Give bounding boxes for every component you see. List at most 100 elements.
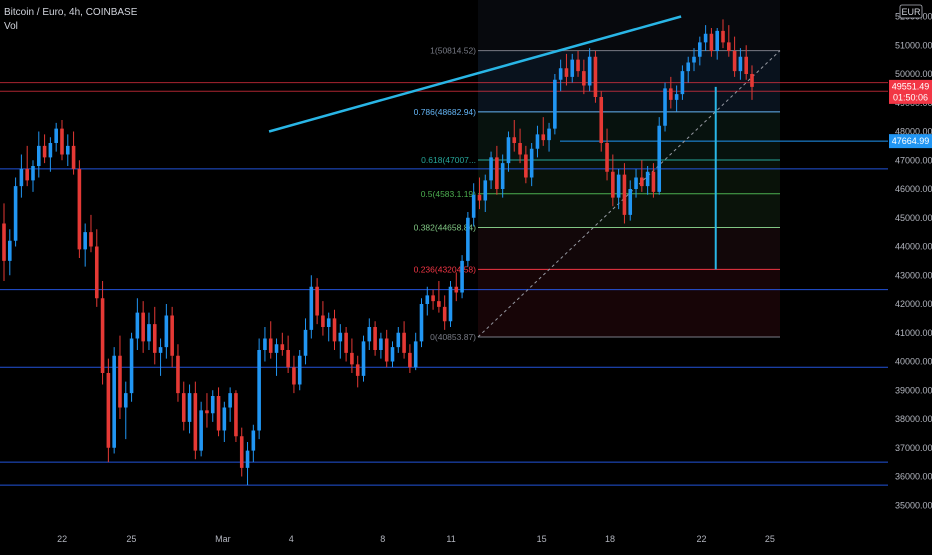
candle-body bbox=[605, 143, 609, 172]
candle-body bbox=[19, 168, 24, 187]
candle-body bbox=[692, 56, 696, 63]
time-tick-label: 22 bbox=[57, 534, 67, 544]
candle-body bbox=[60, 128, 64, 155]
price-tick-label: 44000.00 bbox=[895, 242, 932, 252]
candle-body bbox=[524, 154, 528, 178]
candle-body bbox=[680, 71, 685, 95]
candle-body bbox=[564, 68, 569, 77]
candle-body bbox=[663, 88, 667, 126]
candle-body bbox=[350, 352, 354, 365]
candle-body bbox=[13, 186, 18, 241]
candle-body bbox=[25, 168, 29, 181]
candle-body bbox=[106, 373, 111, 448]
candle-body bbox=[83, 232, 87, 250]
candle-body bbox=[263, 338, 267, 350]
candle-body bbox=[193, 393, 198, 451]
candle-body bbox=[634, 177, 638, 189]
candle-body bbox=[135, 312, 140, 339]
candle-body bbox=[326, 318, 331, 327]
candle-body bbox=[280, 344, 285, 350]
symbol-title[interactable]: Bitcoin / Euro, 4h, COINBASE bbox=[4, 7, 138, 18]
candle-body bbox=[94, 246, 99, 299]
candle-body bbox=[205, 410, 209, 414]
candle-body bbox=[77, 168, 82, 250]
candle-body bbox=[2, 223, 6, 261]
candle-body bbox=[228, 393, 232, 408]
candle-body bbox=[286, 350, 290, 368]
last-price-tag bbox=[889, 79, 932, 104]
trendline[interactable] bbox=[268, 15, 682, 133]
candle-body bbox=[257, 350, 261, 431]
candle-body bbox=[112, 355, 116, 448]
candle-body bbox=[89, 232, 93, 247]
fib-level-label: 0.618(47007... bbox=[421, 155, 476, 165]
fib-level-label: 0(40853.87) bbox=[430, 332, 476, 342]
candle-body bbox=[54, 128, 58, 143]
candle-body bbox=[158, 347, 163, 353]
candle-body bbox=[466, 217, 470, 261]
candle-body bbox=[454, 286, 459, 293]
candle-body bbox=[460, 260, 464, 293]
price-tick-label: 40000.00 bbox=[895, 357, 932, 367]
candle-body bbox=[309, 286, 314, 330]
candle-body bbox=[48, 143, 53, 158]
drawing-overlays[interactable] bbox=[268, 15, 717, 270]
candle-body bbox=[622, 174, 627, 215]
candle-body bbox=[651, 171, 656, 192]
candle-body bbox=[234, 393, 238, 437]
candle-body bbox=[315, 286, 319, 316]
price-tick-label: 47000.00 bbox=[895, 155, 932, 165]
time-axis[interactable]: 22 25 Mar 4 8 11 15 18 22 25 bbox=[0, 530, 932, 550]
candle-body bbox=[303, 329, 308, 356]
candle-body bbox=[321, 315, 325, 327]
time-tick-label: 4 bbox=[289, 534, 294, 544]
candle-body bbox=[141, 312, 145, 342]
candle-body bbox=[344, 332, 348, 353]
candle-body bbox=[268, 338, 273, 353]
candle-body bbox=[181, 393, 186, 422]
candle-body bbox=[170, 315, 174, 356]
candle-body bbox=[123, 393, 128, 408]
candle-body bbox=[541, 134, 546, 141]
candle-body bbox=[408, 352, 412, 368]
candle-body bbox=[176, 355, 180, 394]
fib-zone-band bbox=[478, 160, 780, 194]
candle-body bbox=[419, 304, 424, 342]
price-tick-label: 42000.00 bbox=[895, 299, 932, 309]
candle-body bbox=[379, 338, 383, 350]
candle-body bbox=[292, 367, 296, 385]
fib-zone-band bbox=[478, 111, 780, 161]
candle-body bbox=[703, 33, 708, 43]
price-tick-label: 46000.00 bbox=[895, 184, 932, 194]
candle-body bbox=[698, 42, 702, 57]
candle-body bbox=[245, 450, 250, 468]
chart-legend: Bitcoin / Euro, 4h, COINBASE Vol bbox=[4, 6, 137, 34]
candle-body bbox=[199, 410, 203, 451]
candle-body bbox=[558, 68, 563, 80]
candle-body bbox=[495, 157, 499, 189]
candle-body bbox=[518, 143, 522, 155]
candle-body bbox=[587, 56, 592, 86]
price-tick-label: 41000.00 bbox=[895, 328, 932, 338]
candle-body bbox=[384, 338, 389, 362]
candle-body bbox=[402, 332, 406, 353]
candle-body bbox=[489, 157, 493, 181]
fib-level-label: 0.382(44658.84) bbox=[414, 223, 477, 233]
countdown-timer: 01:50:06 bbox=[893, 92, 928, 102]
currency-badge[interactable] bbox=[899, 4, 923, 19]
candle-body bbox=[669, 88, 673, 100]
time-tick-label: Mar bbox=[215, 534, 231, 544]
price-tick-label: 37000.00 bbox=[895, 443, 932, 453]
candle-body bbox=[674, 94, 679, 100]
candle-body bbox=[529, 148, 534, 178]
volume-indicator-label[interactable]: Vol bbox=[4, 21, 18, 32]
candle-body bbox=[582, 71, 586, 86]
candles bbox=[2, 19, 754, 486]
candle-body bbox=[118, 355, 122, 408]
candle-body bbox=[210, 396, 215, 414]
candle-body bbox=[367, 327, 372, 342]
fib-level-label: 1(50814.52) bbox=[430, 46, 476, 56]
candle-body bbox=[147, 324, 151, 342]
